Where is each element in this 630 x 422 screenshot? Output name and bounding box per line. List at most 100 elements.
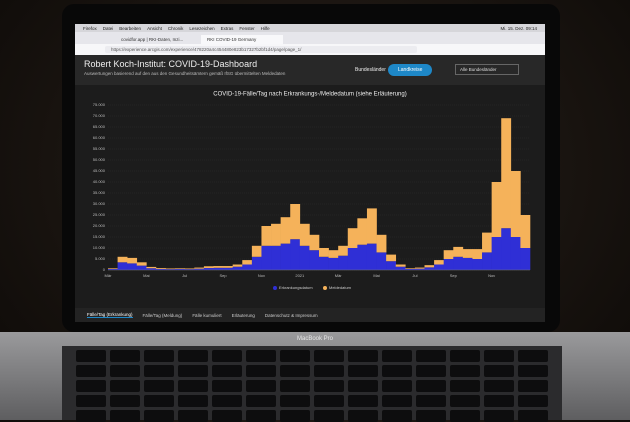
key xyxy=(212,395,242,407)
x-tick-label: Jul xyxy=(182,273,187,278)
bar-segment xyxy=(242,264,253,270)
key xyxy=(212,350,242,362)
bar-segment xyxy=(232,264,243,267)
bar-segment xyxy=(108,268,118,269)
x-tick-label: Mär xyxy=(335,273,343,278)
dashboard-tab[interactable]: Fälle/Tag (Erkrankung) xyxy=(87,312,133,318)
bar-segment xyxy=(136,265,147,270)
legend-swatch xyxy=(323,286,327,290)
key xyxy=(178,350,208,362)
bar-segment xyxy=(414,267,425,269)
bar-segment xyxy=(453,256,464,270)
menu-item[interactable]: Chronik xyxy=(167,25,184,31)
keyboard xyxy=(62,346,562,422)
bar-segment xyxy=(175,268,186,269)
dashboard-tab[interactable]: Fälle kumuliert xyxy=(192,312,222,318)
chart: COVID-19-Fälle/Tag nach Erkrankungs-/Mel… xyxy=(75,85,545,308)
bar-segment xyxy=(299,223,310,246)
bar-segment xyxy=(232,266,243,270)
key xyxy=(348,350,378,362)
key xyxy=(484,365,514,377)
bar-segment xyxy=(155,268,166,269)
button[interactable]: Bundesländer xyxy=(355,67,386,73)
bar-segment xyxy=(117,262,128,270)
bar-segment xyxy=(242,260,253,265)
bar-segment xyxy=(309,250,320,270)
key xyxy=(144,380,174,392)
menu-item[interactable]: Extras xyxy=(220,25,234,31)
tab-bar: covidfor.app | RKI-Daten, Inzi... RKI COV… xyxy=(75,32,545,44)
menu-item[interactable]: Firefox xyxy=(83,25,97,31)
x-tick-label: Mär xyxy=(105,273,113,278)
dashboard-subtitle: Auswertungen basierend auf den aus den G… xyxy=(84,71,286,76)
key xyxy=(246,380,276,392)
bar-segment xyxy=(501,228,512,270)
key xyxy=(178,410,208,422)
bar-segment xyxy=(328,257,339,270)
key xyxy=(518,395,548,407)
bar-segment xyxy=(203,266,214,269)
browser-tab[interactable]: covidfor.app | RKI-Daten, Inzi... xyxy=(121,37,184,42)
key xyxy=(348,380,378,392)
menu-item[interactable]: Datei xyxy=(102,25,114,31)
key xyxy=(110,350,140,362)
bar-segment xyxy=(520,248,531,270)
bar-segment xyxy=(290,239,301,270)
bar-segment xyxy=(223,266,233,268)
y-tick-label: 25.000 xyxy=(93,212,106,217)
url[interactable]: https://experience.arcgis.com/experience… xyxy=(105,46,417,53)
bar-segment xyxy=(443,250,454,259)
key xyxy=(76,365,106,377)
dashboard-title: Robert Koch-Institut: COVID-19-Dashboard xyxy=(84,59,258,69)
x-tick-label: Mai xyxy=(373,273,380,278)
key xyxy=(246,365,276,377)
screen: Firefox Datei Bearbeiten Ansicht Chronik Lese… xyxy=(75,24,545,322)
key xyxy=(314,395,344,407)
dashboard-tab[interactable]: Erläuterung xyxy=(231,312,255,318)
y-tick-label: 15.000 xyxy=(93,234,106,239)
dropdown[interactable]: Alle Bundesländer xyxy=(455,64,519,75)
menu-item[interactable]: Ansicht xyxy=(147,25,162,31)
key xyxy=(348,410,378,422)
y-tick-label: 50.000 xyxy=(93,157,106,162)
y-tick-label: 75.000 xyxy=(93,102,106,107)
key xyxy=(314,380,344,392)
bar-segment xyxy=(290,204,301,240)
bar-segment xyxy=(501,118,512,229)
bar-segment xyxy=(424,265,435,268)
bar-segment xyxy=(395,264,406,267)
menu-item[interactable]: Lesezeichen xyxy=(189,25,215,31)
bar-segment xyxy=(146,268,157,270)
browser-tab[interactable]: RKI COVID-19 Germany xyxy=(201,35,283,44)
y-tick-label: 20.000 xyxy=(93,223,106,228)
button[interactable]: Landkreise xyxy=(388,64,433,76)
bar-segment xyxy=(108,268,118,270)
menu-item[interactable]: Bearbeiten xyxy=(119,25,142,31)
bar-segment xyxy=(347,228,358,248)
bar-segment xyxy=(357,218,368,245)
y-tick-label: 5.000 xyxy=(95,256,106,261)
key xyxy=(450,395,480,407)
key xyxy=(76,350,106,362)
key xyxy=(314,365,344,377)
y-tick-label: 0 xyxy=(103,267,106,272)
bar-segment xyxy=(434,260,444,265)
legend-label: Meldedatum xyxy=(329,285,352,290)
bar-segment xyxy=(482,232,492,253)
bar-segment xyxy=(472,249,483,259)
key xyxy=(280,395,310,407)
key xyxy=(518,350,548,362)
key xyxy=(280,365,310,377)
dashboard-tab[interactable]: Fälle/Tag (Meldung) xyxy=(142,312,183,318)
menu-item[interactable]: Fenster xyxy=(239,25,255,31)
y-tick-label: 70.000 xyxy=(93,113,106,118)
key xyxy=(144,410,174,422)
key xyxy=(450,380,480,392)
key xyxy=(518,365,548,377)
dashboard-tab[interactable]: Datenschutz & Impressum xyxy=(264,312,318,318)
bar-segment xyxy=(520,215,531,248)
menu-item[interactable]: Hilfe xyxy=(260,25,270,31)
key xyxy=(314,350,344,362)
bar-segment xyxy=(405,268,416,270)
bar-segment xyxy=(175,268,186,270)
